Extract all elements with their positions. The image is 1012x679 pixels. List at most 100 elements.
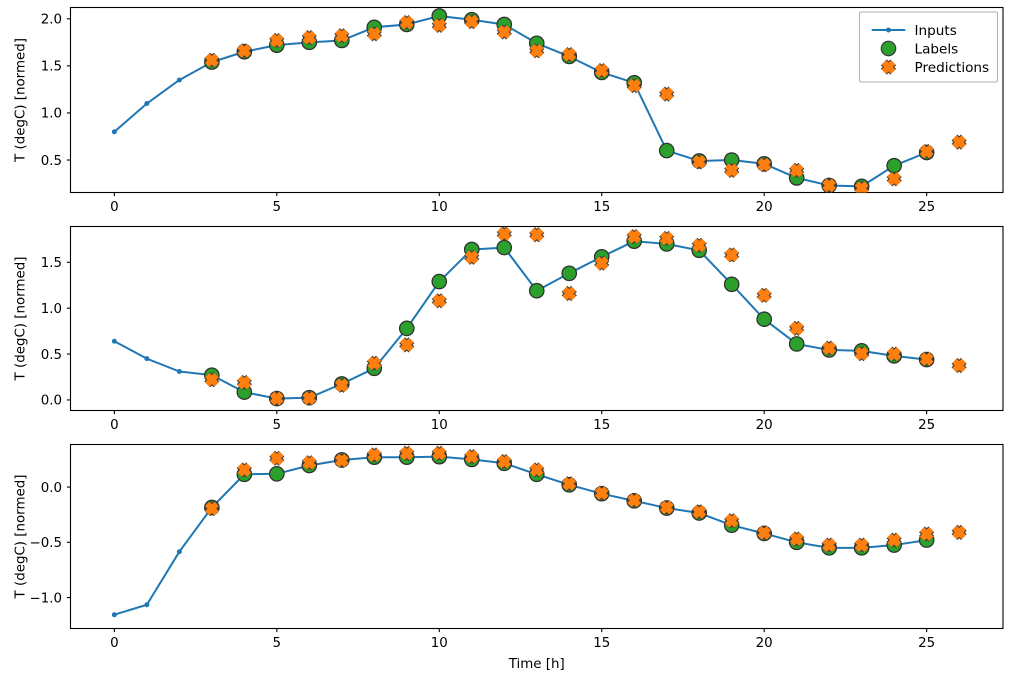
y-ticklabel: 0.5 (41, 154, 62, 169)
prediction-marker (691, 154, 707, 170)
prediction-marker (659, 86, 675, 102)
prediction-marker-face (302, 391, 317, 406)
prediction-marker (821, 177, 837, 193)
y-axis-label-panel-3: T (degC) [normed] (14, 475, 29, 600)
inputs-point (111, 338, 117, 344)
prediction-marker-face (237, 463, 252, 477)
prediction-marker (951, 524, 967, 540)
legend-entry-predictions[interactable]: Predictions (880, 59, 989, 76)
legend-entry-labels[interactable]: Labels (880, 40, 958, 58)
y-ticklabel: 0.0 (41, 394, 62, 409)
plot-area-panel-1 (69, 6, 1004, 194)
legend-label: Inputs (915, 23, 957, 39)
axis-ticks-panel-1: 0 5 10 15 20 25 0.5 1.0 1.5 2.0 (41, 13, 935, 215)
prediction-marker-face (822, 341, 837, 355)
prediction-marker (756, 157, 772, 173)
prediction-marker-face (887, 347, 902, 361)
prediction-marker-face (952, 135, 967, 150)
panel-1: 0 5 10 15 20 25 0.5 1.0 1.5 2.0 T (degC) [normed] (14, 6, 1004, 215)
prediction-marker (886, 532, 902, 548)
prediction-marker (789, 162, 805, 178)
prediction-marker-face (757, 157, 772, 172)
prediction-marker (399, 445, 415, 461)
plot-area-panel-3 (69, 443, 1004, 630)
y-ticklabel: 1.0 (41, 107, 62, 122)
x-ticklabel: 10 (431, 200, 448, 215)
prediction-marker-face (204, 53, 219, 68)
prediction-marker (236, 374, 252, 391)
prediction-marker-face (464, 250, 479, 265)
prediction-marker-face (627, 229, 642, 244)
prediction-marker-face (789, 163, 804, 178)
label-marker (561, 265, 578, 282)
prediction-marker (529, 227, 545, 243)
prediction-marker (204, 372, 220, 388)
prediction-marker (561, 476, 577, 492)
prediction-marker-face (497, 25, 512, 39)
prediction-marker (431, 17, 447, 33)
prediction-marker-face (432, 446, 447, 461)
prediction-marker-face (367, 448, 382, 462)
prediction-marker (366, 26, 382, 42)
prediction-marker-face (789, 321, 804, 336)
legend-dot-icon (886, 27, 891, 33)
prediction-marker-face (269, 391, 284, 406)
prediction-marker-face (659, 500, 674, 515)
prediction-marker-face (789, 532, 804, 546)
prediction-marker (529, 43, 545, 59)
prediction-marker (886, 346, 902, 362)
prediction-marker (366, 355, 382, 371)
prediction-marker (919, 143, 935, 160)
prediction-marker (789, 531, 805, 547)
x-ticklabel: 25 (918, 418, 935, 433)
x-ticklabel: 5 (273, 418, 282, 433)
inputs-point (176, 369, 182, 374)
prediction-marker-face (854, 181, 869, 193)
prediction-marker (659, 230, 675, 247)
prediction-marker (626, 228, 642, 245)
prediction-marker (464, 14, 480, 30)
prediction-marker-face (757, 526, 772, 540)
x-ticklabel: 10 (431, 636, 448, 651)
prediction-marker-face (659, 231, 674, 246)
x-ticklabel: 15 (593, 636, 610, 651)
prediction-marker-face (562, 476, 577, 491)
prediction-marker-face (399, 446, 414, 461)
y-ticklabel: 0.5 (41, 348, 62, 363)
inputs-point (144, 101, 150, 107)
x-ticklabel: 25 (918, 636, 935, 651)
prediction-marker (366, 447, 382, 463)
prediction-marker-face (822, 178, 837, 193)
x-ticklabel: 0 (110, 200, 119, 215)
prediction-marker-face (659, 87, 674, 102)
prediction-marker-face (464, 449, 479, 464)
prediction-marker-face (269, 33, 284, 48)
inputs-line (113, 240, 928, 400)
prediction-marker-face (432, 293, 447, 308)
prediction-marker (821, 537, 837, 553)
label-marker (658, 142, 675, 159)
prediction-marker (594, 485, 610, 501)
axis-ticks-panel-2: 0 5 10 15 20 25 0.0 0.5 1.0 1.5 (41, 256, 935, 433)
y-ticklabel: 1.0 (41, 302, 62, 317)
prediction-marker-face (952, 358, 967, 373)
prediction-marker (301, 30, 317, 46)
prediction-marker-face (724, 248, 739, 262)
legend-entry-inputs[interactable]: Inputs (871, 23, 957, 39)
prediction-marker (334, 452, 350, 469)
prediction-marker (919, 351, 935, 367)
prediction-marker (561, 285, 577, 302)
prediction-marker (724, 513, 740, 529)
prediction-marker (821, 340, 837, 356)
prediction-marker-face (529, 43, 544, 58)
prediction-marker-face (497, 454, 512, 469)
prediction-marker (236, 462, 252, 478)
label-marker (431, 273, 448, 290)
x-ticklabel: 25 (918, 200, 935, 215)
prediction-marker (301, 455, 317, 471)
y-ticklabel: −1.0 (29, 591, 62, 606)
prediction-marker-face (237, 43, 252, 58)
prediction-marker-face (822, 538, 837, 552)
